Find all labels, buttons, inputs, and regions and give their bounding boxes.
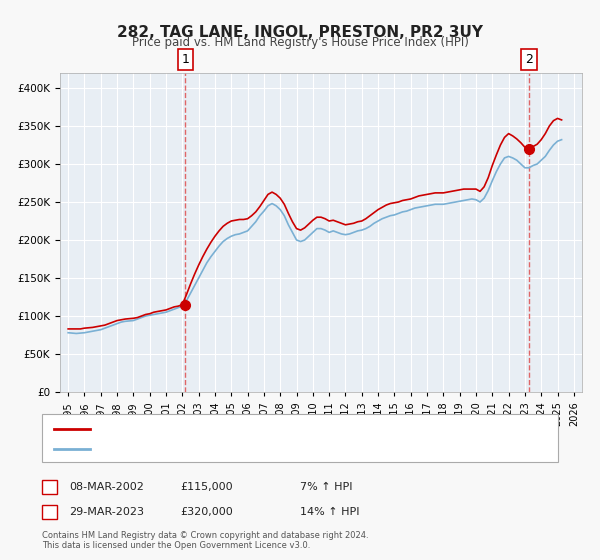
Text: HPI: Average price, detached house, Preston: HPI: Average price, detached house, Pres… bbox=[96, 444, 328, 454]
Text: 2: 2 bbox=[525, 53, 533, 66]
Text: 282, TAG LANE, INGOL, PRESTON, PR2 3UY: 282, TAG LANE, INGOL, PRESTON, PR2 3UY bbox=[117, 25, 483, 40]
Text: 08-MAR-2002: 08-MAR-2002 bbox=[69, 482, 144, 492]
Text: 1: 1 bbox=[182, 53, 190, 66]
Text: 29-MAR-2023: 29-MAR-2023 bbox=[69, 507, 144, 517]
Text: 2: 2 bbox=[46, 507, 53, 517]
Text: 1: 1 bbox=[46, 482, 53, 492]
Text: Price paid vs. HM Land Registry's House Price Index (HPI): Price paid vs. HM Land Registry's House … bbox=[131, 36, 469, 49]
Text: £115,000: £115,000 bbox=[180, 482, 233, 492]
Text: Contains HM Land Registry data © Crown copyright and database right 2024.
This d: Contains HM Land Registry data © Crown c… bbox=[42, 530, 368, 550]
Text: 7% ↑ HPI: 7% ↑ HPI bbox=[300, 482, 353, 492]
Text: 282, TAG LANE, INGOL, PRESTON, PR2 3UY (detached house): 282, TAG LANE, INGOL, PRESTON, PR2 3UY (… bbox=[96, 424, 414, 433]
Text: £320,000: £320,000 bbox=[180, 507, 233, 517]
Text: 14% ↑ HPI: 14% ↑ HPI bbox=[300, 507, 359, 517]
